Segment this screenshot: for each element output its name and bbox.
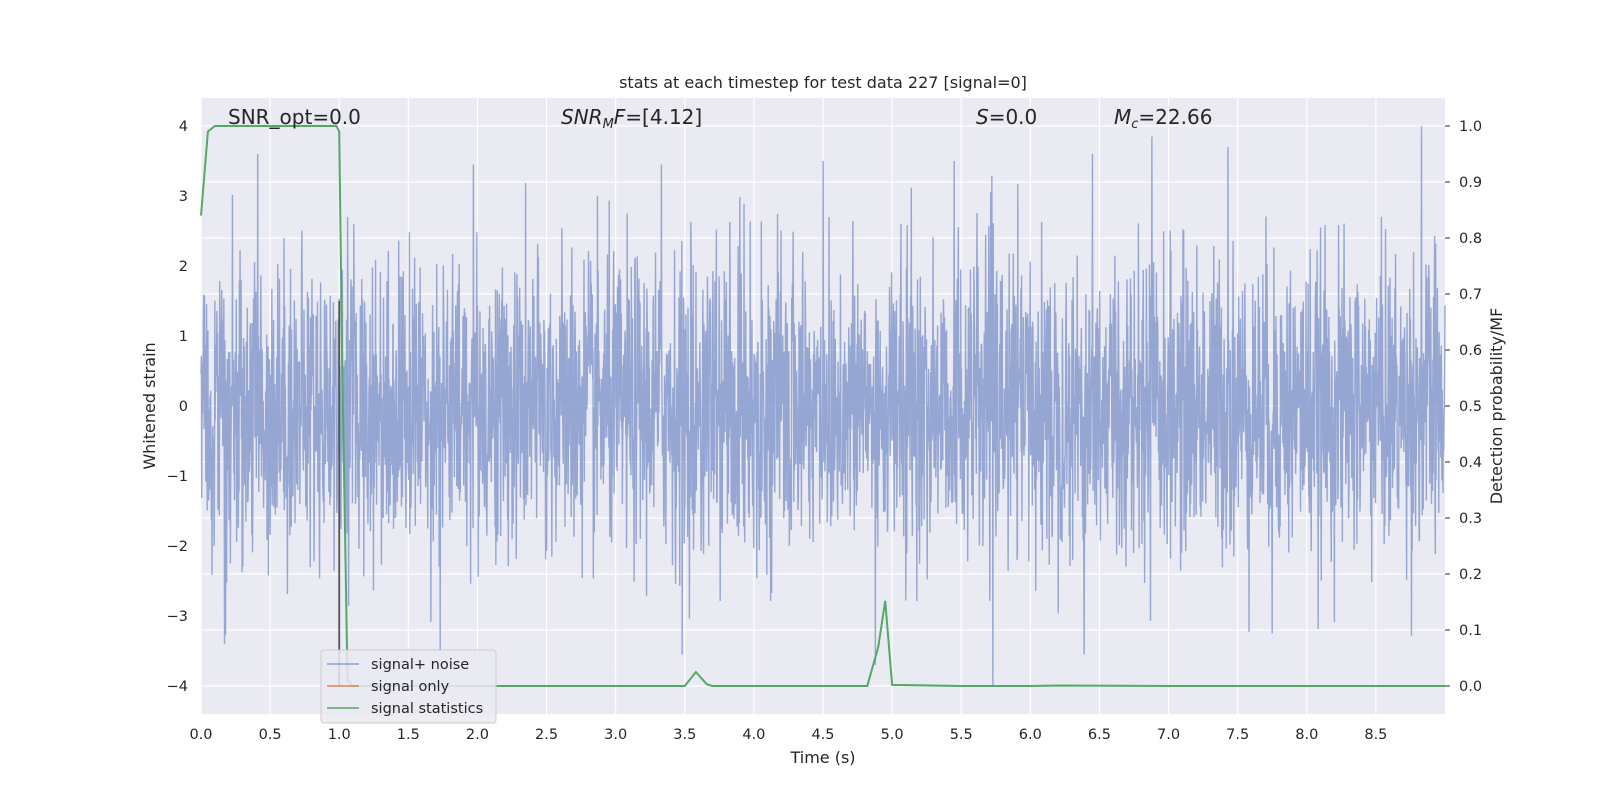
legend-label-signal-noise: signal+ noise (371, 657, 469, 673)
signal-statistics-line (200, 125, 1445, 687)
y-tick-label: −2 (167, 539, 188, 555)
y2-axis-label: Detection probability/MF (1487, 308, 1506, 505)
x-tick-label: 7.5 (1226, 727, 1249, 743)
legend-label-signal-only: signal only (371, 679, 450, 695)
x-tick-label: 3.5 (673, 727, 696, 743)
series-signal-noise (200, 125, 1446, 687)
x-tick-label: 8.0 (1295, 727, 1318, 743)
x-tick-label: 5.0 (881, 727, 904, 743)
x-tick-label: 8.5 (1364, 727, 1387, 743)
annotation-snr-mf: SNRMF=[4.12] (561, 105, 702, 132)
x-tick-label: 6.0 (1019, 727, 1042, 743)
y2-tick-label: 0.2 (1459, 567, 1482, 583)
y2-tick-label: 0.6 (1459, 343, 1482, 359)
y-tick-labels: 4 3 2 1 0 −1 −2 −3 −4 (167, 119, 188, 695)
x-tick-label: 2.0 (466, 727, 489, 743)
y2-tick-labels: 1.0 0.9 0.8 0.7 0.6 0.5 0.4 0.3 0.2 0.1 0.0 (1445, 119, 1482, 695)
y2-tick-label: 0.4 (1459, 455, 1482, 471)
y-tick-label: 1 (179, 329, 188, 345)
y-tick-label: 2 (179, 259, 188, 275)
x-tick-label: 4.0 (742, 727, 765, 743)
x-tick-label: 4.5 (811, 727, 834, 743)
x-tick-labels: 0.0 0.5 1.0 1.5 2.0 2.5 3.0 3.5 4.0 4.5 5.0 5.5 6.0 6… (189, 727, 1387, 743)
annotation-s: S=0.0 (976, 105, 1037, 129)
y2-tick-label: 0.3 (1459, 511, 1482, 527)
y2-tick-label: 0.9 (1459, 175, 1482, 191)
chart-title: stats at each timestep for test data 227… (619, 73, 1027, 92)
annotation-snr-opt: SNR_opt=0.0 (228, 105, 361, 129)
x-tick-label: 5.5 (950, 727, 973, 743)
x-tick-label: 3.0 (604, 727, 627, 743)
x-tick-label: 1.5 (397, 727, 420, 743)
series-signal-statistics (200, 125, 1445, 687)
x-tick-label: 0.0 (189, 727, 212, 743)
x-tick-label: 6.5 (1088, 727, 1111, 743)
y-tick-label: −3 (167, 609, 188, 625)
x-tick-label: 1.0 (328, 727, 351, 743)
y-tick-label: 0 (179, 399, 188, 415)
y2-tick-label: 0.5 (1459, 399, 1482, 415)
x-tick-label: 2.5 (535, 727, 558, 743)
x-axis-label: Time (s) (789, 748, 855, 767)
y-tick-label: 3 (179, 189, 188, 205)
y2-tick-label: 0.8 (1459, 231, 1482, 247)
y-axis-label: Whitened strain (140, 342, 159, 469)
y2-tick-label: 1.0 (1459, 119, 1482, 135)
signal-noise-line (200, 125, 1446, 687)
legend: signal+ noise signal only signal statist… (320, 649, 497, 724)
y2-tick-label: 0.1 (1459, 623, 1482, 639)
y2-tick-label: 0.7 (1459, 287, 1482, 303)
legend-box (320, 649, 497, 724)
y-tick-label: −1 (167, 469, 188, 485)
x-tick-label: 7.0 (1157, 727, 1180, 743)
legend-label-signal-statistics: signal statistics (371, 701, 483, 717)
x-tick-label: 0.5 (259, 727, 282, 743)
annotation-mc: Mc=22.66 (1114, 105, 1212, 132)
y-tick-label: −4 (167, 679, 188, 695)
y2-tick-label: 0.0 (1459, 679, 1482, 695)
y-tick-label: 4 (179, 119, 188, 135)
